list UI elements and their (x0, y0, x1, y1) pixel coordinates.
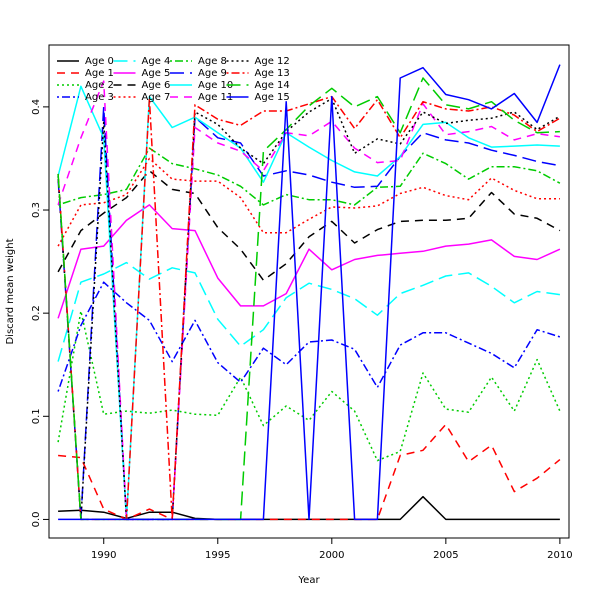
x-tick-label: 1990 (91, 550, 116, 561)
legend-label: Age 15 (255, 92, 290, 103)
series-line-age-5 (57, 204, 561, 319)
legend-label: Age 5 (142, 68, 171, 79)
y-tick-label: 0.2 (31, 305, 42, 321)
legend-label: Age 10 (198, 80, 233, 91)
y-tick-label: 0.4 (31, 99, 42, 115)
legend-label: Age 13 (255, 68, 290, 79)
legend-label: Age 9 (198, 68, 227, 79)
legend-label: Age 12 (255, 56, 290, 67)
x-tick-label: 2005 (433, 550, 458, 561)
series-line-age-12 (57, 97, 561, 521)
series-layer (57, 64, 561, 521)
series-line-age-1 (58, 423, 561, 521)
x-tick-label: 2000 (319, 550, 344, 561)
plot-area (48, 44, 570, 539)
series-line-age-7 (57, 157, 560, 247)
legend-label: Age 14 (255, 80, 290, 91)
legend-label: Age 6 (142, 80, 171, 91)
y-tick-label: 0.3 (31, 202, 42, 218)
series-line-age-6 (57, 170, 561, 281)
y-axis-label: Discard mean weight (5, 238, 16, 344)
legend-label: Age 4 (142, 56, 171, 67)
x-axis: 1990 1995 2000 2005 2010 (91, 538, 573, 561)
series-line-age-3 (57, 281, 561, 392)
legend-label: Age 11 (198, 92, 233, 103)
x-tick-label: 2010 (547, 550, 572, 561)
series-line-age-13 (57, 95, 561, 521)
legend-label: Age 2 (85, 80, 114, 91)
legend-label: Age 8 (198, 56, 227, 67)
y-axis: 0.0 0.1 0.2 0.3 0.4 (31, 99, 49, 527)
series-line-age-11 (57, 80, 561, 521)
series-line-age-10 (57, 85, 560, 521)
x-axis-label: Year (297, 575, 320, 586)
series-line-age-15 (58, 64, 561, 521)
y-tick-label: 0.0 (31, 511, 42, 527)
legend-label: Age 3 (85, 92, 114, 103)
y-tick-label: 0.1 (31, 408, 42, 424)
series-line-age-2 (57, 310, 561, 462)
legend-label: Age 7 (142, 92, 171, 103)
series-line-age-8 (57, 147, 561, 206)
x-tick-label: 1995 (205, 550, 230, 561)
series-line-age-9 (57, 106, 561, 521)
legend-label: Age 1 (85, 68, 114, 79)
series-line-age-4 (57, 261, 561, 362)
plot-frame (48, 44, 570, 539)
legend-label: Age 0 (85, 56, 114, 67)
